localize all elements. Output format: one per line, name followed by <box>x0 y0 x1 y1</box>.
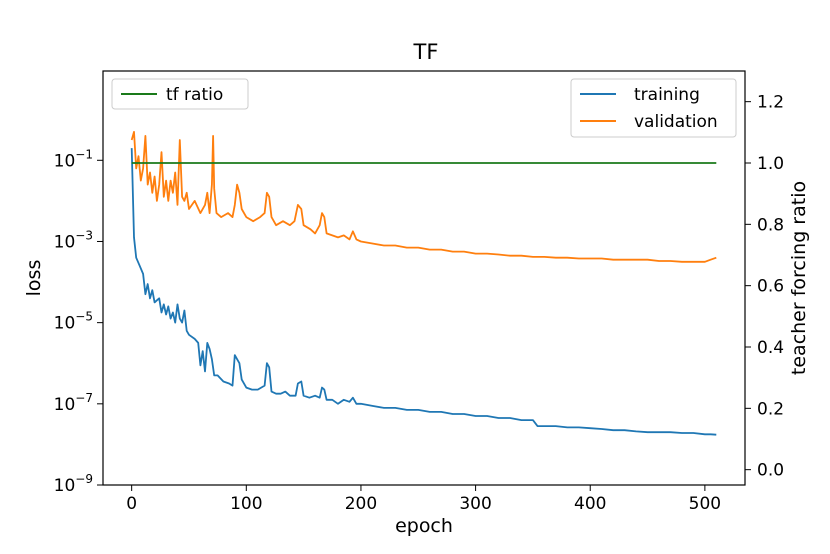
y2-axis-label: teacher forcing ratio <box>788 181 810 375</box>
legend-label-tf-ratio: tf ratio <box>166 85 223 105</box>
x-tick-label: 400 <box>574 494 606 514</box>
y-tick-label: 10−7 <box>54 391 93 415</box>
chart-title: TF <box>413 40 439 64</box>
legend-left-box <box>111 78 249 110</box>
y2-tick-label: 1.0 <box>757 154 784 174</box>
y-axis-left: 10−1 10−3 10−5 10−7 10−9 <box>54 147 103 496</box>
y2-tick-label: 0.8 <box>757 215 784 235</box>
series-line-validation <box>130 130 717 263</box>
y2-tick-label: 0.0 <box>757 461 784 481</box>
y-tick-label: 10−5 <box>54 310 93 334</box>
x-tick-label: 200 <box>345 494 377 514</box>
y-tick-label: 10−9 <box>54 472 93 496</box>
x-tick-label: 500 <box>689 494 721 514</box>
y-axis-right: 0.0 0.2 0.4 0.6 0.8 1.0 1.2 <box>745 93 784 481</box>
x-tick-label: 100 <box>230 494 262 514</box>
x-axis: 0 100 200 300 400 500 <box>126 485 721 514</box>
x-axis-label: epoch <box>395 515 453 537</box>
x-tick-label: 0 <box>126 494 137 514</box>
y-tick-label: 10−1 <box>54 147 93 171</box>
legend-left: tf ratio <box>111 78 249 110</box>
series-line-training <box>130 148 717 436</box>
legend-label-validation: validation <box>634 112 718 132</box>
y2-tick-label: 0.6 <box>757 277 784 297</box>
y2-tick-label: 0.2 <box>757 399 784 419</box>
x-tick-label: 300 <box>459 494 491 514</box>
y2-tick-label: 0.4 <box>757 338 784 358</box>
series-layer <box>130 130 717 436</box>
legend-label-training: training <box>634 85 700 105</box>
plot-frame <box>102 70 746 486</box>
y-tick-label: 10−3 <box>54 228 93 252</box>
legend-right: training validation <box>570 78 737 138</box>
y-axis-label: loss <box>23 260 45 297</box>
plot-area <box>102 70 746 486</box>
y2-tick-label: 1.2 <box>757 93 784 113</box>
